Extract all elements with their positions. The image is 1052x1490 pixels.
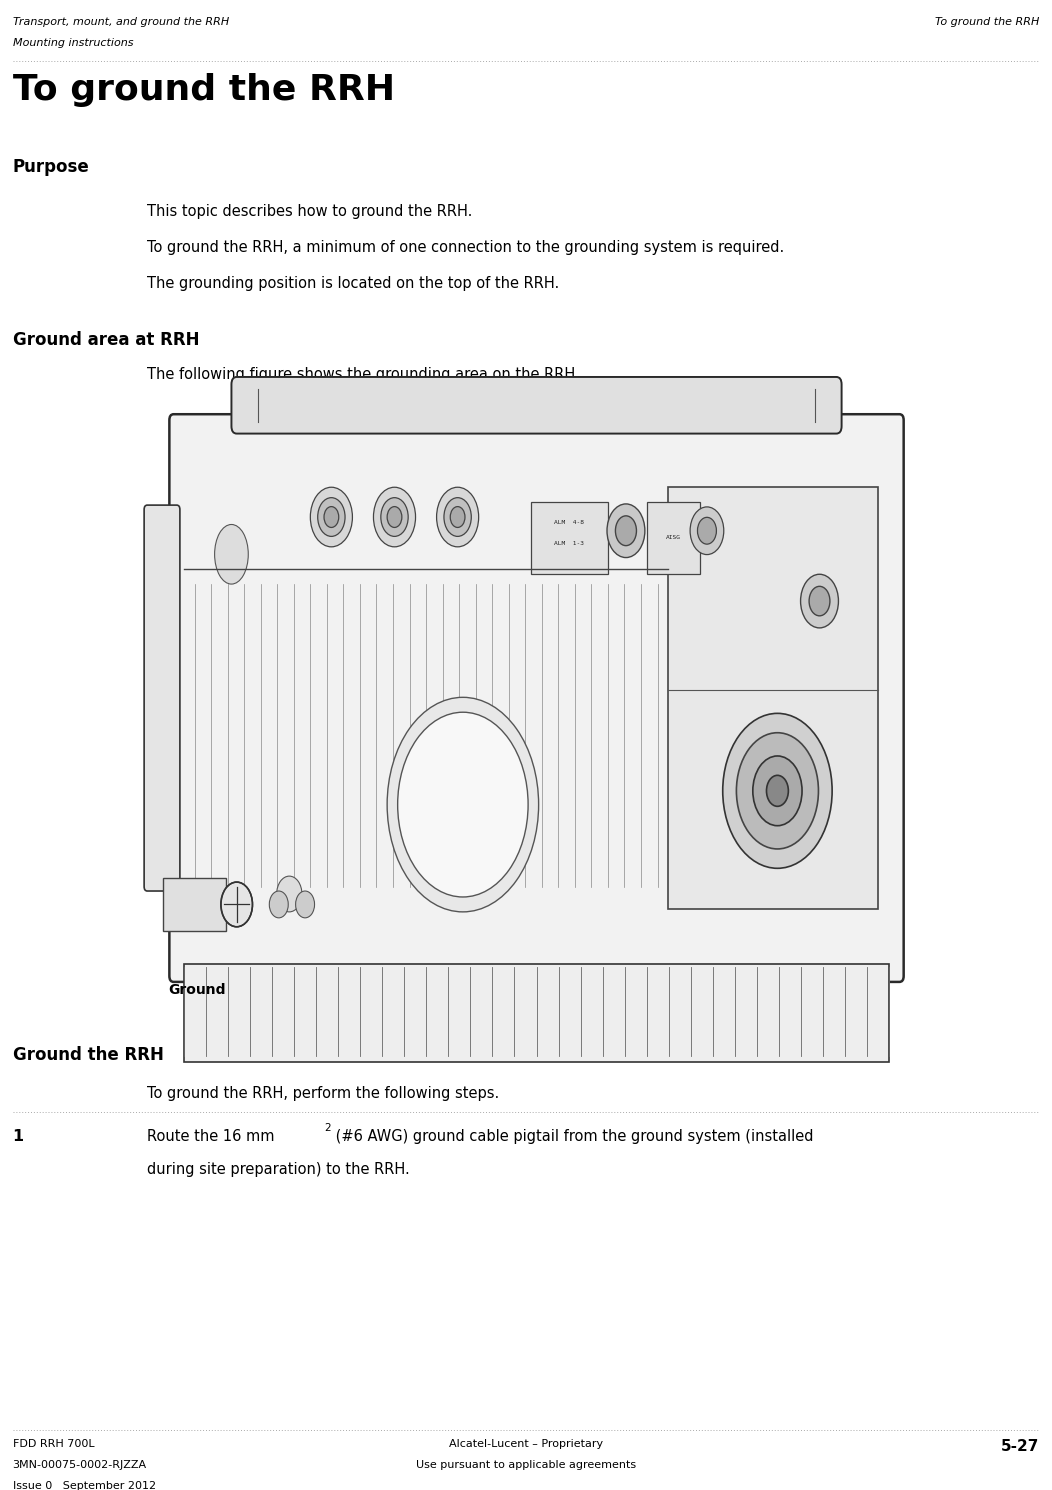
Circle shape — [387, 507, 402, 527]
Circle shape — [296, 891, 315, 918]
Circle shape — [767, 775, 788, 806]
Circle shape — [615, 516, 636, 545]
Text: ALM  4-8: ALM 4-8 — [554, 520, 584, 524]
Text: 5-27: 5-27 — [1002, 1439, 1039, 1454]
Text: Mounting instructions: Mounting instructions — [13, 37, 134, 48]
Circle shape — [690, 507, 724, 554]
Circle shape — [809, 587, 830, 615]
Circle shape — [277, 876, 302, 912]
Text: Alcatel-Lucent – Proprietary: Alcatel-Lucent – Proprietary — [449, 1439, 603, 1450]
FancyBboxPatch shape — [163, 878, 226, 931]
Circle shape — [444, 498, 471, 536]
Circle shape — [697, 517, 716, 544]
FancyBboxPatch shape — [169, 414, 904, 982]
FancyBboxPatch shape — [231, 377, 842, 434]
Circle shape — [450, 507, 465, 527]
Text: Purpose: Purpose — [13, 158, 89, 176]
Circle shape — [310, 487, 352, 547]
Text: Ground area at RRH: Ground area at RRH — [13, 331, 199, 349]
Text: (#6 AWG) ground cable pigtail from the ground system (installed: (#6 AWG) ground cable pigtail from the g… — [331, 1129, 814, 1144]
Text: To ground the RRH: To ground the RRH — [935, 18, 1039, 27]
Bar — [668, 487, 878, 909]
Text: The grounding position is located on the top of the RRH.: The grounding position is located on the… — [147, 276, 560, 291]
Text: Transport, mount, and ground the RRH: Transport, mount, and ground the RRH — [13, 18, 229, 27]
Text: FDD RRH 700L: FDD RRH 700L — [13, 1439, 95, 1450]
Ellipse shape — [215, 524, 248, 584]
Text: To ground the RRH, perform the following steps.: To ground the RRH, perform the following… — [147, 1086, 500, 1101]
Circle shape — [324, 507, 339, 527]
Circle shape — [437, 487, 479, 547]
Text: This topic describes how to ground the RRH.: This topic describes how to ground the R… — [147, 204, 472, 219]
Text: 2: 2 — [324, 1123, 330, 1134]
Circle shape — [723, 714, 832, 869]
Circle shape — [373, 487, 416, 547]
Text: To ground the RRH, a minimum of one connection to the grounding system is requir: To ground the RRH, a minimum of one conn… — [147, 240, 785, 255]
Circle shape — [318, 498, 345, 536]
Circle shape — [607, 504, 645, 557]
Text: Issue 0   September 2012: Issue 0 September 2012 — [13, 1481, 156, 1490]
Text: 1: 1 — [13, 1129, 24, 1144]
Bar — [184, 964, 889, 1062]
Circle shape — [221, 882, 252, 927]
Circle shape — [381, 498, 408, 536]
Bar — [531, 502, 608, 574]
Text: AISG: AISG — [666, 535, 681, 539]
Text: Route the 16 mm: Route the 16 mm — [147, 1129, 275, 1144]
Text: Use pursuant to applicable agreements: Use pursuant to applicable agreements — [416, 1460, 636, 1471]
Circle shape — [753, 755, 802, 825]
Circle shape — [387, 697, 539, 912]
FancyBboxPatch shape — [144, 505, 180, 891]
Text: The following figure shows the grounding area on the RRH.: The following figure shows the grounding… — [147, 367, 580, 381]
Bar — [647, 502, 700, 574]
Text: during site preparation) to the RRH.: during site preparation) to the RRH. — [147, 1162, 410, 1177]
Circle shape — [269, 891, 288, 918]
Text: To ground the RRH: To ground the RRH — [13, 73, 394, 107]
Text: Ground the RRH: Ground the RRH — [13, 1046, 163, 1064]
Text: Ground: Ground — [168, 983, 226, 997]
Circle shape — [736, 733, 818, 849]
Circle shape — [801, 574, 838, 627]
Text: ALM  1-3: ALM 1-3 — [554, 541, 584, 545]
Text: 3MN-00075-0002-RJZZA: 3MN-00075-0002-RJZZA — [13, 1460, 146, 1471]
Circle shape — [398, 712, 528, 897]
